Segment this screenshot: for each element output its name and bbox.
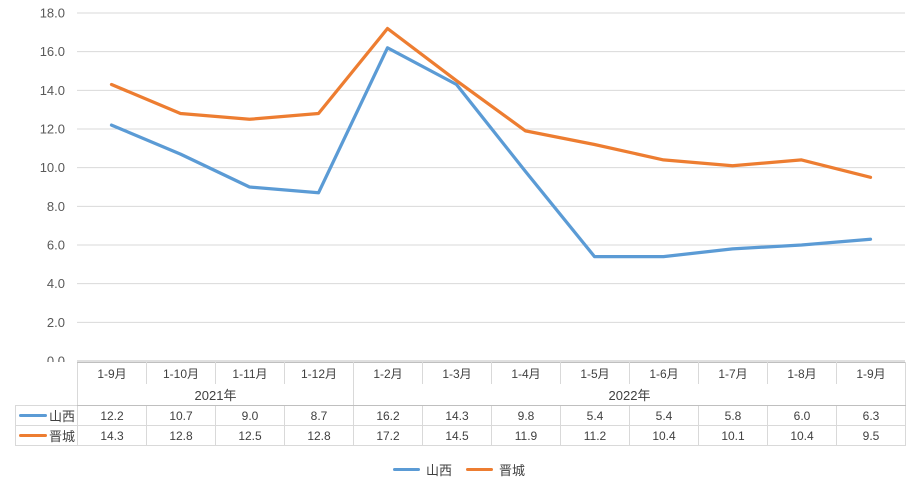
y-axis-tick-label: 14.0 [40, 83, 65, 98]
series-line-key-icon [19, 414, 47, 417]
table-value-cell: 12.5 [215, 425, 285, 446]
table-month-header: 1-9月 [836, 362, 906, 384]
table-month-header: 1-7月 [698, 362, 768, 384]
chart-legend: 山西 晋城 [0, 457, 918, 481]
table-value-cell: 12.8 [284, 425, 354, 446]
table-year-row: 2021年 2022年 [16, 384, 906, 406]
y-axis-tick-label: 4.0 [47, 276, 65, 291]
legend-item-shanxi: 山西 [392, 460, 452, 479]
table-value-cell: 10.4 [767, 425, 837, 446]
table-value-cell: 5.8 [698, 405, 768, 426]
table-value-cell: 12.8 [146, 425, 216, 446]
table-value-cell: 12.2 [77, 405, 147, 426]
table-value-cell: 14.3 [422, 405, 492, 426]
table-corner-blank [16, 363, 78, 385]
table-value-cell: 10.1 [698, 425, 768, 446]
series-line-key-icon [19, 434, 47, 437]
table-month-header: 1-10月 [146, 362, 216, 384]
table-value-cell: 5.4 [560, 405, 630, 426]
y-axis-tick-label: 6.0 [47, 238, 65, 253]
y-axis-tick-label: 2.0 [47, 315, 65, 330]
table-value-cell: 9.0 [215, 405, 285, 426]
table-month-header: 1-6月 [629, 362, 699, 384]
chart-data-table: 1-9月 1-10月 1-11月 1-12月 1-2月 1-3月 1-4月 1-5月 1-6月 1… [15, 362, 906, 446]
legend-line-marker [392, 467, 420, 471]
table-month-header: 1-4月 [491, 362, 561, 384]
table-year-header: 2021年 [77, 384, 354, 406]
table-month-header: 1-2月 [353, 362, 423, 384]
y-axis-tick-label: 18.0 [40, 6, 65, 21]
table-value-cell: 6.0 [767, 405, 837, 426]
table-corner-blank [16, 384, 78, 406]
table-month-header: 1-12月 [284, 362, 354, 384]
y-axis-tick-label: 12.0 [40, 122, 65, 137]
table-value-cell: 11.2 [560, 425, 630, 446]
table-value-cell: 10.4 [629, 425, 699, 446]
table-year-header: 2022年 [353, 384, 906, 406]
table-value-cell: 10.7 [146, 405, 216, 426]
y-axis-tick-label: 0.0 [47, 354, 65, 363]
table-month-header: 1-11月 [215, 362, 285, 384]
table-value-cell: 16.2 [353, 405, 423, 426]
table-series-header: 山西 [15, 405, 78, 426]
table-value-cell: 5.4 [629, 405, 699, 426]
table-series-row-0: 山西 12.2 10.7 9.0 8.7 16.2 14.3 9.8 5.4 5.4 5.8 6.0 6… [15, 405, 906, 426]
series-name-label: 晋城 [48, 429, 75, 444]
table-month-header: 1-3月 [422, 362, 492, 384]
table-value-cell: 9.5 [836, 425, 906, 446]
table-value-cell: 14.5 [422, 425, 492, 446]
y-axis-tick-label: 10.0 [40, 160, 65, 175]
table-value-cell: 14.3 [77, 425, 147, 446]
legend-line-marker [466, 467, 493, 471]
table-month-header: 1-9月 [77, 362, 147, 384]
series-line-0 [109, 46, 873, 259]
table-value-cell: 8.7 [284, 405, 354, 426]
y-axis-tick-label: 16.0 [40, 44, 65, 59]
legend-item-jincheng: 晋城 [466, 460, 525, 479]
y-axis-tick-label: 8.0 [47, 199, 65, 214]
table-value-cell: 6.3 [836, 405, 906, 426]
table-month-row: 1-9月 1-10月 1-11月 1-12月 1-2月 1-3月 1-4月 1-5月 1-6月 1… [16, 362, 906, 385]
table-series-row-1: 晋城 14.3 12.8 12.5 12.8 17.2 14.5 11.9 11.2 10.4 10… [15, 425, 906, 446]
legend-label: 晋城 [499, 462, 526, 478]
line-chart-plot-area: 0.0 2.0 4.0 6.0 8.0 10.0 12.0 14.0 16.0 18.0 [40, 6, 905, 363]
table-month-header: 1-8月 [767, 362, 837, 384]
series-line-1 [109, 26, 873, 179]
table-series-header: 晋城 [15, 425, 78, 446]
table-value-cell: 11.9 [491, 425, 561, 446]
series-name-label: 山西 [48, 409, 75, 424]
legend-label: 山西 [425, 462, 452, 478]
table-month-header: 1-5月 [560, 362, 630, 384]
table-value-cell: 9.8 [491, 405, 561, 426]
table-value-cell: 17.2 [353, 425, 423, 446]
